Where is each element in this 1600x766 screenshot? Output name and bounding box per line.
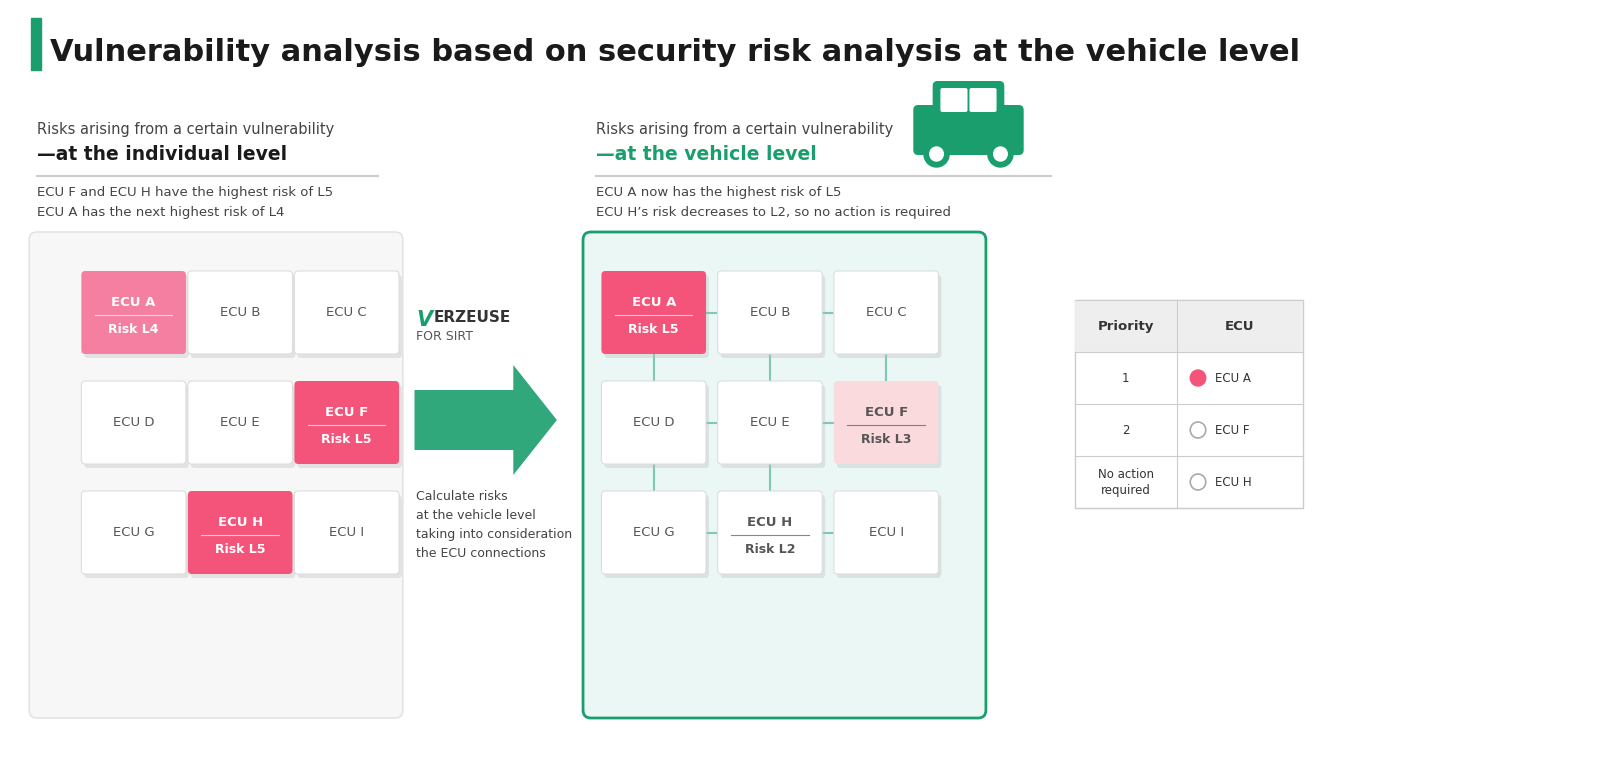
- Bar: [30, 18, 40, 70]
- FancyBboxPatch shape: [294, 381, 398, 464]
- Circle shape: [923, 141, 949, 167]
- FancyBboxPatch shape: [720, 495, 826, 578]
- FancyBboxPatch shape: [190, 495, 296, 578]
- Text: ECU F: ECU F: [1216, 424, 1250, 437]
- FancyBboxPatch shape: [605, 385, 709, 468]
- Text: ECU B: ECU B: [219, 306, 261, 319]
- Text: Risk L5: Risk L5: [214, 543, 266, 556]
- Text: Risk L2: Risk L2: [744, 543, 795, 556]
- FancyBboxPatch shape: [837, 495, 941, 578]
- FancyBboxPatch shape: [85, 385, 189, 468]
- FancyBboxPatch shape: [602, 381, 706, 464]
- FancyBboxPatch shape: [298, 385, 402, 468]
- Text: ECU E: ECU E: [221, 416, 259, 429]
- Polygon shape: [414, 365, 557, 475]
- Text: ECU A: ECU A: [632, 296, 675, 309]
- Text: —at the individual level: —at the individual level: [37, 145, 286, 164]
- Text: Priority: Priority: [1098, 319, 1154, 332]
- FancyBboxPatch shape: [718, 491, 822, 574]
- Text: Risks arising from a certain vulnerability: Risks arising from a certain vulnerabili…: [595, 122, 893, 137]
- Text: No action
required: No action required: [1098, 467, 1154, 496]
- Text: ECU C: ECU C: [326, 306, 366, 319]
- FancyBboxPatch shape: [720, 385, 826, 468]
- Text: ECU D: ECU D: [634, 416, 675, 429]
- FancyBboxPatch shape: [718, 271, 822, 354]
- FancyBboxPatch shape: [190, 385, 296, 468]
- Circle shape: [1190, 370, 1206, 386]
- FancyBboxPatch shape: [298, 495, 402, 578]
- FancyBboxPatch shape: [82, 271, 186, 354]
- Text: Risk L5: Risk L5: [322, 433, 371, 446]
- Text: Calculate risks
at the vehicle level
taking into consideration
the ECU connectio: Calculate risks at the vehicle level tak…: [416, 490, 573, 560]
- Text: ECU G: ECU G: [634, 526, 675, 539]
- Text: ECU H: ECU H: [747, 516, 792, 529]
- FancyBboxPatch shape: [190, 275, 296, 358]
- Text: —at the vehicle level: —at the vehicle level: [595, 145, 816, 164]
- Bar: [1075, 300, 1302, 352]
- Text: ECU B: ECU B: [750, 306, 790, 319]
- Text: ECU A now has the highest risk of L5: ECU A now has the highest risk of L5: [595, 186, 842, 199]
- FancyBboxPatch shape: [834, 491, 939, 574]
- Text: Risk L3: Risk L3: [861, 433, 912, 446]
- Text: Risk L5: Risk L5: [629, 323, 678, 336]
- Text: ECU C: ECU C: [866, 306, 907, 319]
- FancyBboxPatch shape: [187, 491, 293, 574]
- Text: ERZEUSE: ERZEUSE: [434, 310, 510, 325]
- Bar: [1075, 300, 1302, 508]
- FancyBboxPatch shape: [718, 381, 822, 464]
- FancyBboxPatch shape: [85, 495, 189, 578]
- Circle shape: [1190, 422, 1206, 438]
- FancyBboxPatch shape: [914, 105, 1024, 155]
- Text: ECU I: ECU I: [330, 526, 365, 539]
- Text: ECU F: ECU F: [864, 406, 907, 419]
- Text: ECU H: ECU H: [1216, 476, 1253, 489]
- Text: V: V: [416, 310, 432, 330]
- Text: ECU A: ECU A: [112, 296, 155, 309]
- FancyBboxPatch shape: [941, 88, 968, 112]
- Circle shape: [994, 147, 1008, 161]
- Text: ECU H’s risk decreases to L2, so no action is required: ECU H’s risk decreases to L2, so no acti…: [595, 206, 950, 219]
- FancyBboxPatch shape: [720, 275, 826, 358]
- Circle shape: [987, 141, 1013, 167]
- FancyBboxPatch shape: [605, 495, 709, 578]
- FancyBboxPatch shape: [605, 275, 709, 358]
- FancyBboxPatch shape: [82, 491, 186, 574]
- FancyBboxPatch shape: [294, 271, 398, 354]
- FancyBboxPatch shape: [187, 381, 293, 464]
- Text: ECU I: ECU I: [869, 526, 904, 539]
- Circle shape: [930, 147, 944, 161]
- Text: ECU D: ECU D: [114, 416, 155, 429]
- FancyBboxPatch shape: [837, 275, 941, 358]
- FancyBboxPatch shape: [602, 491, 706, 574]
- Text: ECU A has the next highest risk of L4: ECU A has the next highest risk of L4: [37, 206, 285, 219]
- Text: 1: 1: [1122, 372, 1130, 385]
- FancyBboxPatch shape: [294, 491, 398, 574]
- FancyBboxPatch shape: [187, 271, 293, 354]
- FancyBboxPatch shape: [970, 88, 997, 112]
- Text: ECU A: ECU A: [1216, 372, 1251, 385]
- FancyBboxPatch shape: [29, 232, 403, 718]
- FancyBboxPatch shape: [834, 381, 939, 464]
- FancyBboxPatch shape: [933, 81, 1005, 119]
- Text: Risks arising from a certain vulnerability: Risks arising from a certain vulnerabili…: [37, 122, 334, 137]
- Text: ECU E: ECU E: [750, 416, 790, 429]
- FancyBboxPatch shape: [834, 271, 939, 354]
- Text: FOR SIRT: FOR SIRT: [416, 330, 474, 343]
- Circle shape: [1190, 474, 1206, 490]
- Text: Risk L4: Risk L4: [109, 323, 158, 336]
- Text: 2: 2: [1122, 424, 1130, 437]
- FancyBboxPatch shape: [85, 275, 189, 358]
- Text: ECU G: ECU G: [114, 526, 155, 539]
- FancyBboxPatch shape: [82, 381, 186, 464]
- FancyBboxPatch shape: [602, 271, 706, 354]
- Text: ECU: ECU: [1226, 319, 1254, 332]
- FancyBboxPatch shape: [582, 232, 986, 718]
- FancyBboxPatch shape: [298, 275, 402, 358]
- FancyBboxPatch shape: [837, 385, 941, 468]
- Text: Vulnerability analysis based on security risk analysis at the vehicle level: Vulnerability analysis based on security…: [50, 38, 1301, 67]
- Text: ECU H: ECU H: [218, 516, 262, 529]
- Text: ECU F: ECU F: [325, 406, 368, 419]
- Text: ECU F and ECU H have the highest risk of L5: ECU F and ECU H have the highest risk of…: [37, 186, 333, 199]
